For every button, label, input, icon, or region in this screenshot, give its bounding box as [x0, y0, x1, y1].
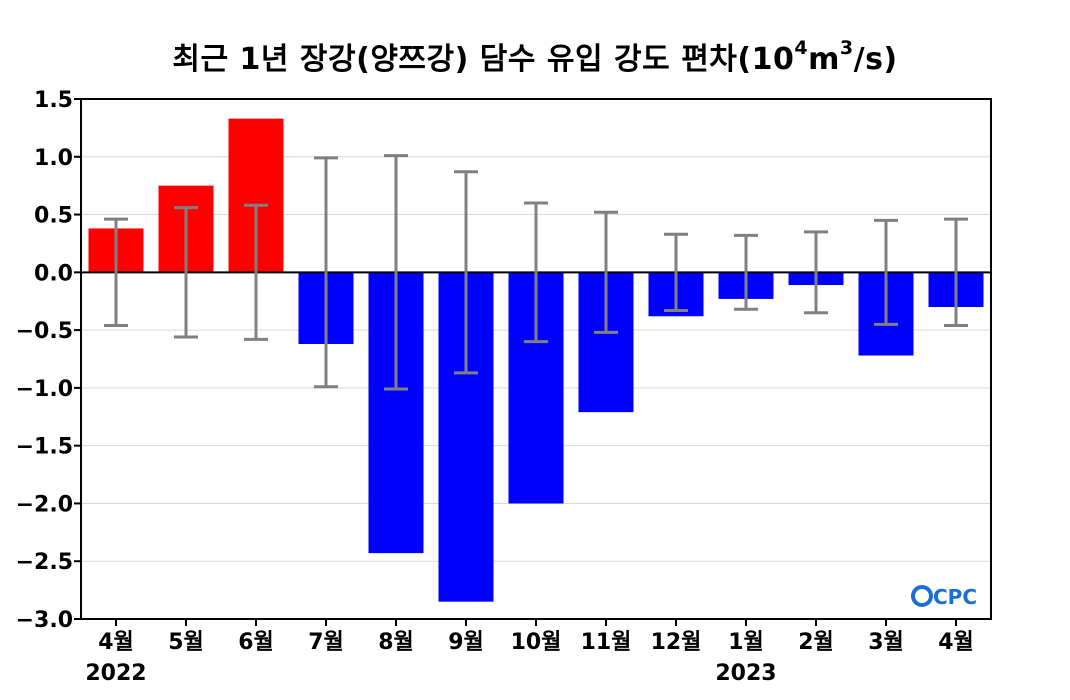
error-bars: [104, 154, 968, 391]
x-tick-label: 4월: [98, 630, 134, 655]
x-tick-label: 11월: [581, 630, 632, 655]
y-axis-ticks: 1.5 1.0 0.5 0.0 −0.5 −1.0 −1.5 −2.0 −2.5 −3.0: [16, 88, 81, 633]
logo-text: CPC: [933, 585, 977, 609]
cpc-logo: CPC: [911, 585, 977, 609]
y-tick-label: 1.5: [34, 88, 73, 113]
x-tick-label: 3월: [868, 630, 904, 655]
title-unit-end: /s): [853, 42, 898, 77]
year-label: 2022: [85, 661, 146, 686]
logo-mark-icon: [911, 585, 933, 607]
title-unit-m: m: [808, 42, 840, 77]
x-tick-label: 1월: [728, 630, 764, 655]
y-tick-label: −3.0: [16, 608, 73, 633]
title-exponent-2: 3: [839, 37, 854, 59]
year-label: 2023: [715, 661, 776, 686]
y-tick-label: −1.5: [16, 435, 73, 460]
x-tick-label: 6월: [238, 630, 274, 655]
y-tick-label: 0.5: [34, 204, 73, 229]
title-exponent-1: 4: [794, 37, 809, 59]
x-tick-label: 9월: [448, 630, 484, 655]
x-tick-label: 8월: [378, 630, 414, 655]
title-main: 최근 1년 장강(양쯔강) 담수 유입 강도 편차(10: [172, 42, 795, 77]
x-tick-label: 10월: [511, 630, 562, 655]
bars: [88, 118, 984, 602]
x-tick-label: 12월: [651, 630, 702, 655]
x-tick-label: 7월: [308, 630, 344, 655]
y-tick-label: 0.0: [34, 261, 73, 286]
y-tick-label: −2.0: [16, 492, 73, 517]
y-tick-label: −0.5: [16, 319, 73, 344]
chart-title: 최근 1년 장강(양쯔강) 담수 유입 강도 편차(104m3/s): [0, 34, 1070, 78]
x-tick-label: 2월: [798, 630, 834, 655]
x-tick-label: 5월: [168, 630, 204, 655]
x-axis-ticks: 4월 5월 6월 7월 8월 9월 10월 11월 12월 1월 2월 3월 4월 2022 2023: [85, 619, 974, 686]
y-tick-label: −1.0: [16, 377, 73, 402]
y-tick-label: 1.0: [34, 146, 73, 171]
x-tick-label: 4월: [938, 630, 974, 655]
y-tick-label: −2.5: [16, 550, 73, 575]
